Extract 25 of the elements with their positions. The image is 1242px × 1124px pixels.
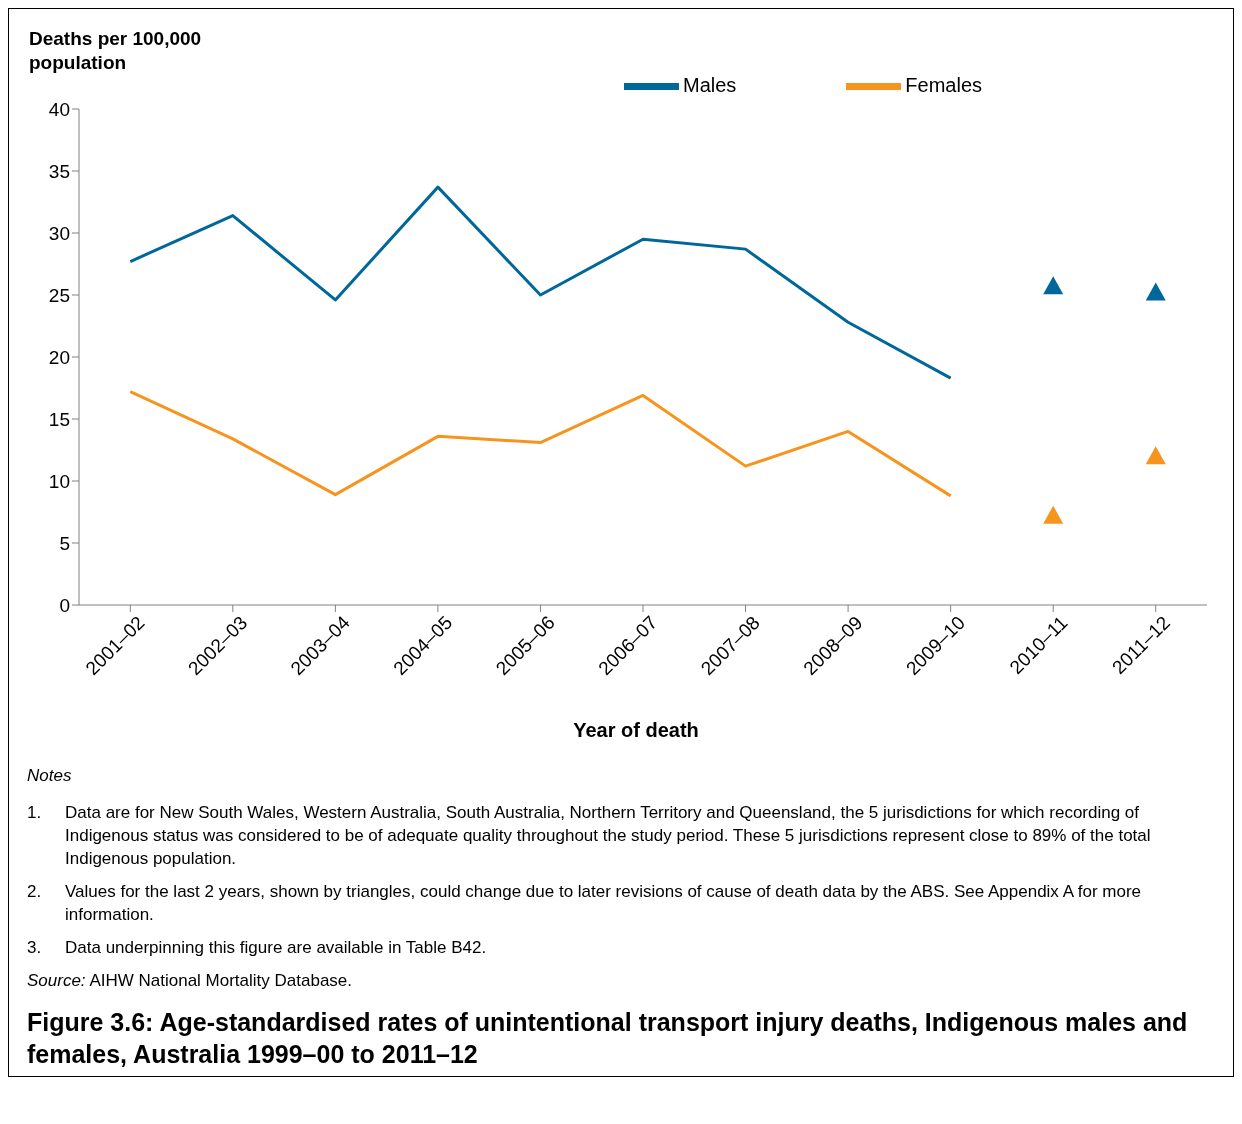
- y-axis-title: Deaths per 100,000 population: [29, 27, 203, 75]
- point: [1145, 446, 1166, 465]
- y-tick-label: 35: [48, 160, 70, 182]
- text: Notes: [27, 765, 73, 787]
- text: 2. Values for the last 2 years, shown by triangles, could change due to later revisions of cause of death data by the ABS. See Appendix A for more information.: [27, 882, 1142, 924]
- text: Figure 3.6: Age-standardised rates of unintentional transport injury deaths, Indigenous males and females, Australia 1999–00 to 2011–12: [26, 1007, 1189, 1070]
- y-tick-label: 5: [59, 532, 70, 554]
- y-tick-label: 10: [48, 470, 70, 492]
- text: 1. Data are for New South Wales, Western Australia, South Australia, Northern Territory and Queensland, the 5 jurisdictions for which recording of Indigenous status was considered to be of adequate quality throughout the study period. These 5 jurisdictions represent close to 89% of the total Indigenous population.: [27, 803, 1151, 868]
- line-series: [128, 185, 953, 380]
- y-tick-label: 20: [48, 346, 70, 368]
- y-tick-label: 40: [48, 98, 70, 120]
- line-series: [128, 390, 953, 498]
- y-tick-label: 15: [48, 408, 70, 430]
- point: [1043, 505, 1064, 524]
- y-tick-label: 0: [59, 594, 70, 616]
- legend-label: Males: [682, 73, 737, 96]
- point: [1043, 276, 1064, 295]
- x-axis-title: Year of death: [572, 719, 700, 742]
- text: 3. Data underpinning this figure are available in Table B42.: [27, 938, 487, 957]
- source-note: Source: AIHW National Mortality Database.: [27, 970, 354, 992]
- y-tick-label: 30: [48, 222, 70, 244]
- y-tick-label: 25: [48, 284, 70, 306]
- legend-label: Females: [905, 73, 983, 96]
- point: [1145, 282, 1166, 301]
